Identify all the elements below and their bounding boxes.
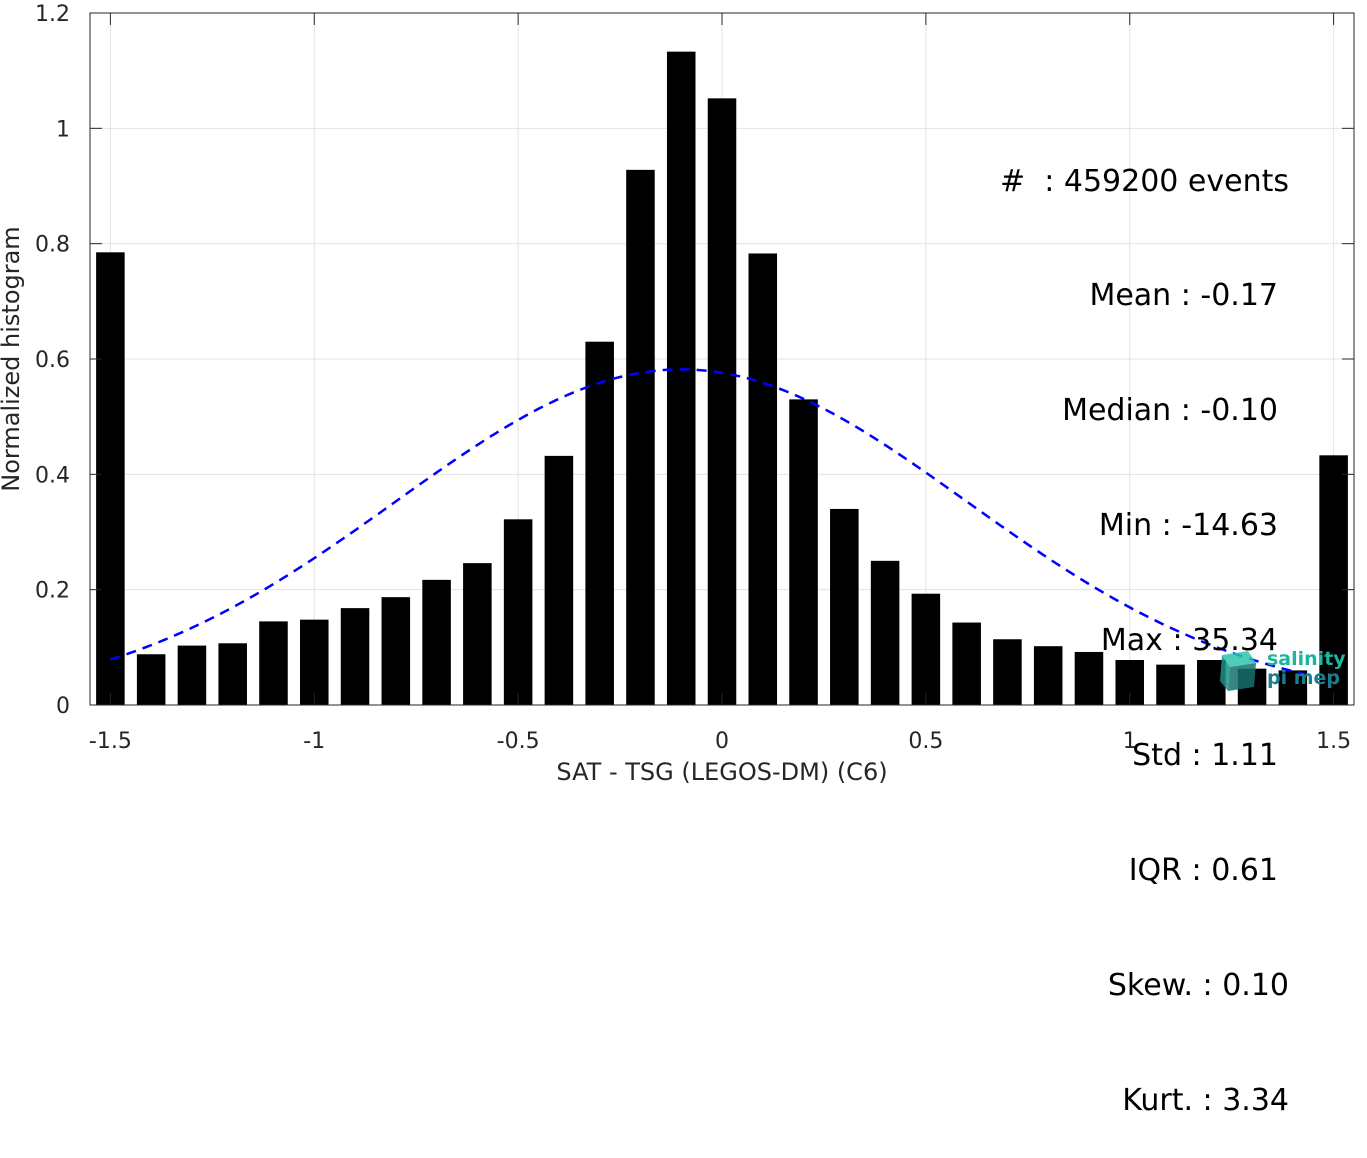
histogram-bar xyxy=(218,643,247,705)
histogram-bar xyxy=(1033,646,1063,705)
histogram-bar xyxy=(830,508,859,705)
y-tick-label: 0.2 xyxy=(35,579,70,604)
histogram-bar xyxy=(340,608,370,705)
histogram-bar xyxy=(1197,660,1226,705)
histogram-bar xyxy=(422,579,451,705)
stat-mean: Mean : -0.17 xyxy=(1089,278,1278,314)
histogram-bar xyxy=(707,98,737,705)
stat-min: Min : -14.63 xyxy=(1098,508,1278,544)
histogram-bar xyxy=(299,619,329,705)
histogram-bar xyxy=(1156,664,1185,705)
x-tick-label: 0 xyxy=(715,729,729,754)
x-tick-labels: -1.5 -1 -0.5 0 0.5 1 1.5 xyxy=(89,729,1351,754)
histogram-bar xyxy=(177,645,207,705)
histogram-bar xyxy=(136,654,166,705)
x-tick-label: 1 xyxy=(1123,729,1137,754)
x-tick-label: -1.5 xyxy=(89,729,132,754)
histogram-bar xyxy=(748,253,778,705)
histogram-bar xyxy=(96,252,125,706)
x-tick-label: 1.5 xyxy=(1316,729,1351,754)
histogram-bar xyxy=(789,399,818,705)
x-tick-label: -0.5 xyxy=(497,729,540,754)
y-tick-labels: 0 0.2 0.4 0.6 0.8 1 1.2 xyxy=(35,2,70,719)
y-tick-label: 1.2 xyxy=(35,2,70,27)
stat-max: Max : 35.34 xyxy=(1100,623,1278,659)
gaussian-fit-curve xyxy=(110,368,1314,678)
y-axis-label: Normalized histogram xyxy=(0,226,25,491)
y-tick-label: 0 xyxy=(56,694,70,719)
y-tick-label: 1 xyxy=(56,117,70,142)
logo-line-1: salinity xyxy=(1267,648,1346,670)
stat-std: Std : 1.11 xyxy=(1132,738,1278,774)
histogram-bar xyxy=(503,519,533,705)
stat-kurt: Kurt. : 3.34 xyxy=(1122,1082,1289,1118)
histogram-bar xyxy=(544,455,574,705)
x-tick-label: -1 xyxy=(303,729,325,754)
y-tick-label: 0.4 xyxy=(35,463,70,488)
histogram-bar xyxy=(463,563,492,705)
y-tick-label: 0.8 xyxy=(35,233,70,258)
salinity-pimep-logo: salinity pi mep xyxy=(1218,646,1348,696)
bars xyxy=(96,51,1348,706)
histogram-bar xyxy=(911,593,941,705)
histogram-bar xyxy=(952,622,981,705)
histogram-bar xyxy=(666,51,696,706)
histogram-bar xyxy=(626,169,655,705)
statistics-box: # : 459200 events Mean : -0.17 Median : … xyxy=(1000,86,1289,1158)
histogram-bar xyxy=(1074,651,1104,705)
stat-iqr: IQR : 0.61 xyxy=(1128,852,1278,888)
y-tick-label: 0.6 xyxy=(35,348,70,373)
histogram-bar xyxy=(381,597,411,705)
histogram-chart: -1.5 -1 -0.5 0 0.5 1 1.5 0 0.2 0.4 0.6 0.8 1 1.2 SAT… xyxy=(0,2,1355,785)
histogram-bar xyxy=(1319,455,1348,705)
axes xyxy=(89,12,1355,706)
stat-events: # : 459200 events xyxy=(1000,163,1289,199)
histogram-bar xyxy=(585,341,614,705)
logo-cube-icon xyxy=(1220,651,1256,691)
histogram-bar xyxy=(1278,670,1308,705)
histogram-bar xyxy=(259,621,288,705)
stat-skew: Skew. : 0.10 xyxy=(1107,967,1289,1003)
histogram-bar xyxy=(993,639,1022,705)
x-tick-label: 0.5 xyxy=(908,729,943,754)
logo-line-2: pi mep xyxy=(1267,667,1341,689)
x-axis-label: SAT - TSG (LEGOS-DM) (C6) xyxy=(556,758,887,785)
stat-median: Median : -0.10 xyxy=(1062,393,1278,429)
histogram-bar xyxy=(870,560,900,705)
